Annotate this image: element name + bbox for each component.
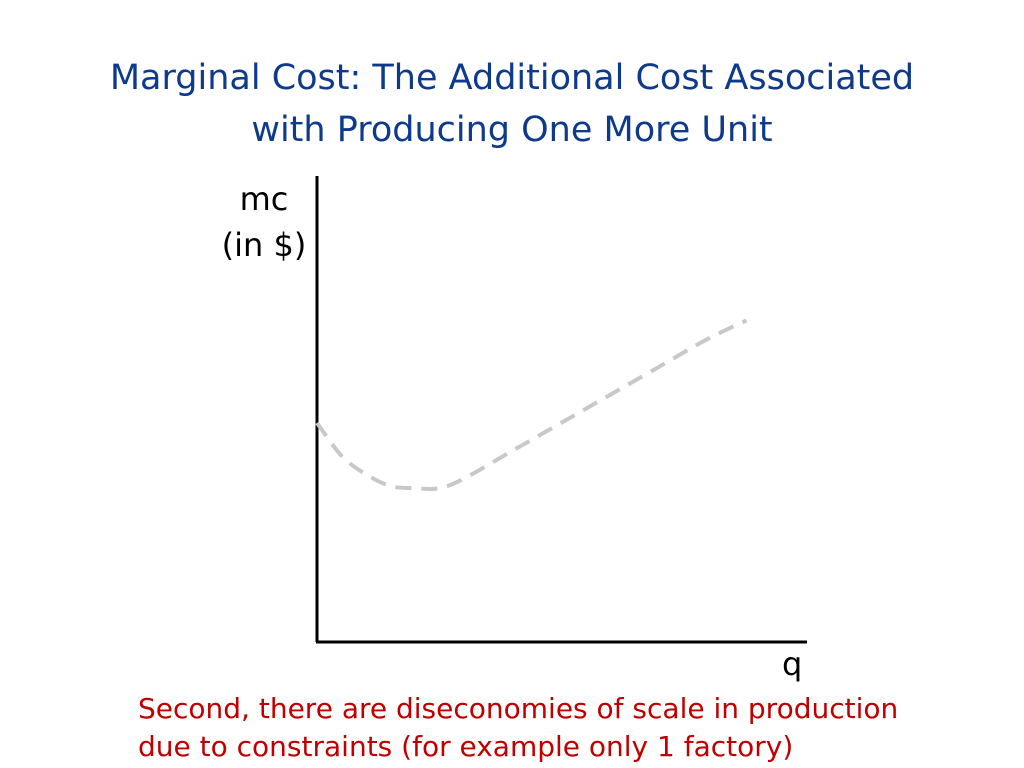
y-axis-label: mc (in $) (212, 176, 316, 268)
series-layer (315, 318, 748, 492)
title-line-2: with Producing One More Unit (251, 110, 773, 150)
y-axis-label-line-2: (in $) (221, 226, 307, 264)
caption-line-2: due to constraints (for example only 1 f… (138, 730, 794, 763)
title-line-1: Marginal Cost: The Additional Cost Assoc… (109, 58, 915, 98)
caption-line-1: Second, there are diseconomies of scale … (138, 692, 899, 725)
mc-curve-series-0 (315, 318, 748, 492)
caption: Second, there are diseconomies of scale … (138, 690, 968, 766)
y-axis-label-line-1: mc (239, 180, 289, 218)
x-axis-label: q (782, 645, 803, 683)
page-title: Marginal Cost: The Additional Cost Assoc… (60, 52, 964, 156)
